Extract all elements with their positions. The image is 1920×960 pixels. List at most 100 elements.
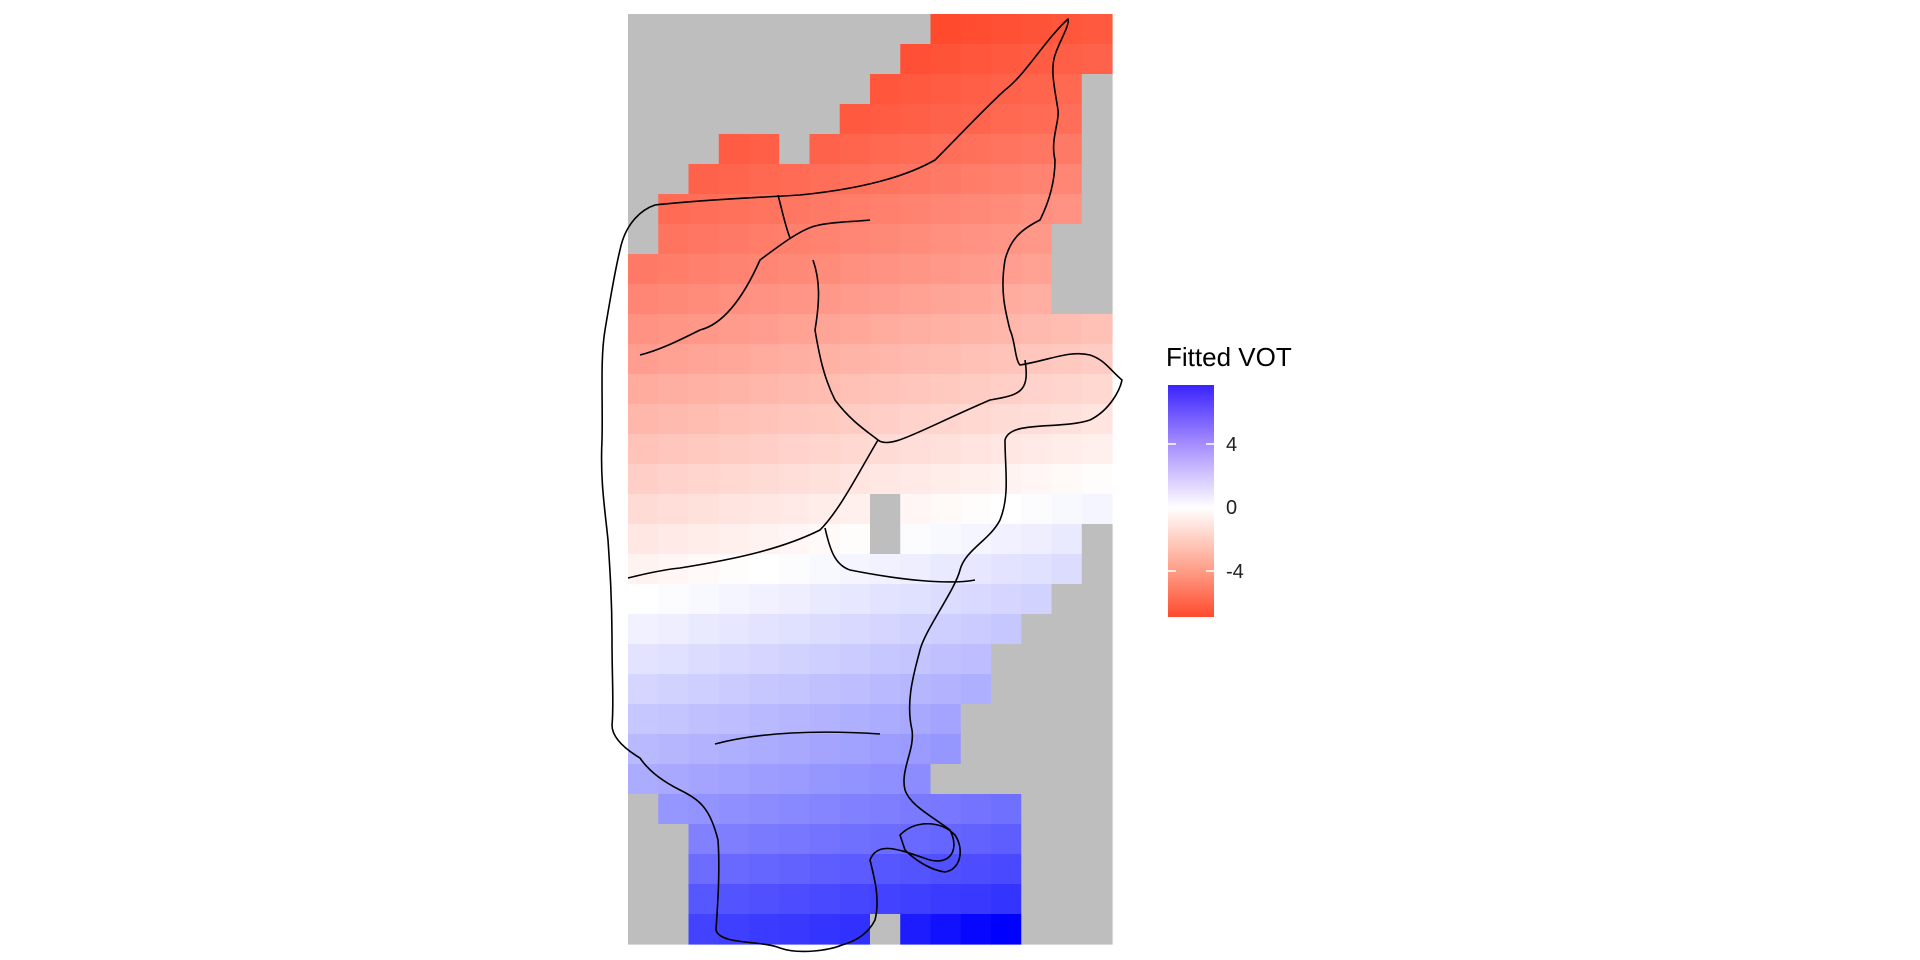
heatmap-cell <box>870 344 901 375</box>
heatmap-cell <box>900 224 932 255</box>
legend: Fitted VOT 4 0 -4 <box>1166 342 1292 617</box>
heatmap-cell <box>900 284 932 315</box>
heatmap-cell <box>839 524 871 555</box>
heatmap-cell <box>809 854 841 885</box>
heatmap-cell-na <box>628 854 659 885</box>
municipal-border-north <box>777 194 791 239</box>
heatmap-cell <box>900 254 932 285</box>
heatmap-cell <box>658 464 690 495</box>
heatmap-cell-na <box>839 74 871 105</box>
heatmap-cell <box>1021 434 1053 465</box>
heatmap-cell <box>779 734 811 765</box>
heatmap-cell <box>628 734 659 765</box>
heatmap-cell <box>688 344 720 375</box>
heatmap-cell <box>779 224 811 255</box>
heatmap-cell <box>1051 374 1083 405</box>
heatmap-cell <box>991 854 1022 885</box>
heatmap-cell <box>960 224 992 255</box>
heatmap-cell <box>688 524 720 555</box>
heatmap-cell <box>809 494 841 525</box>
municipal-border-south <box>714 731 881 745</box>
heatmap-cell <box>718 134 750 165</box>
heatmap-cell <box>930 674 962 705</box>
heatmap-cell <box>628 404 659 435</box>
heatmap-cell <box>718 704 750 735</box>
heatmap-cell-na <box>1051 254 1083 285</box>
heatmap-cell <box>779 404 811 435</box>
heatmap-cell <box>809 224 841 255</box>
heatmap-cell <box>1021 314 1053 345</box>
heatmap-cell <box>960 884 992 915</box>
heatmap-cell <box>749 854 780 885</box>
heatmap-cell <box>1021 254 1053 285</box>
heatmap-cell <box>900 464 932 495</box>
heatmap-cell <box>688 614 720 645</box>
heatmap-cell <box>628 464 659 495</box>
heatmap-cell <box>960 194 992 225</box>
heatmap-cell-na <box>1051 794 1083 825</box>
heatmap-cell <box>628 434 659 465</box>
heatmap-cell <box>749 734 780 765</box>
heatmap-cell <box>839 284 871 315</box>
heatmap-cell <box>658 434 690 465</box>
heatmap-cell-na <box>1081 614 1113 645</box>
heatmap-cell <box>779 674 811 705</box>
heatmap-cell <box>960 164 992 195</box>
heatmap-cell <box>809 674 841 705</box>
heatmap-cell-na <box>658 854 690 885</box>
heatmap-cell <box>960 344 992 375</box>
heatmap-cell <box>718 764 750 795</box>
heatmap-cell <box>930 14 962 45</box>
heatmap-cell <box>628 614 659 645</box>
heatmap-cell-na <box>1051 704 1083 735</box>
heatmap-cell <box>960 74 992 105</box>
heatmap-cell <box>900 194 932 225</box>
heatmap-cell <box>749 824 780 855</box>
heatmap-cell-na <box>628 14 659 45</box>
heatmap-cell-na <box>1081 584 1113 615</box>
heatmap-cell-na <box>1021 614 1053 645</box>
heatmap-cell <box>628 314 659 345</box>
heatmap-cell <box>960 404 992 435</box>
heatmap-cell <box>960 494 992 525</box>
heatmap-cell <box>1051 194 1083 225</box>
heatmap-cell-na <box>809 74 841 105</box>
heatmap-cell <box>900 614 932 645</box>
heatmap-cell-na <box>991 644 1022 675</box>
heatmap-cell <box>779 164 811 195</box>
heatmap-cell-na <box>749 104 780 135</box>
heatmap-cell-na <box>1021 734 1053 765</box>
heatmap-cell <box>718 614 750 645</box>
heatmap-cell-na <box>1081 674 1113 705</box>
heatmap-cell <box>658 194 690 225</box>
legend-tick-label: -4 <box>1226 561 1244 583</box>
heatmap-cell-na <box>870 494 901 525</box>
heatmap-cell <box>900 674 932 705</box>
heatmap-cell <box>809 584 841 615</box>
heatmap-cell <box>749 374 780 405</box>
heatmap-cell <box>658 584 690 615</box>
heatmap-cell <box>718 314 750 345</box>
heatmap-cell <box>870 884 901 915</box>
heatmap-cell <box>718 224 750 255</box>
heatmap-cell-na <box>839 14 871 45</box>
heatmap-cell-na <box>688 44 720 75</box>
lake-outline <box>899 823 961 873</box>
heatmap-cell-na <box>1081 74 1113 105</box>
heatmap-cell <box>870 734 901 765</box>
heatmap-cell-na <box>960 704 992 735</box>
heatmap-cell <box>779 764 811 795</box>
heatmap-cell <box>839 644 871 675</box>
heatmap-cell <box>809 194 841 225</box>
heatmap-cell <box>628 764 659 795</box>
heatmap-cell <box>779 614 811 645</box>
heatmap-cell-na <box>1081 104 1113 135</box>
heatmap-cell <box>991 14 1022 45</box>
heatmap-cell <box>930 254 962 285</box>
heatmap-cell <box>688 584 720 615</box>
heatmap-cell <box>991 434 1022 465</box>
heatmap-cell <box>658 284 690 315</box>
heatmap-cell <box>749 164 780 195</box>
heatmap-cell <box>870 644 901 675</box>
heatmap-cell-na <box>1051 884 1083 915</box>
